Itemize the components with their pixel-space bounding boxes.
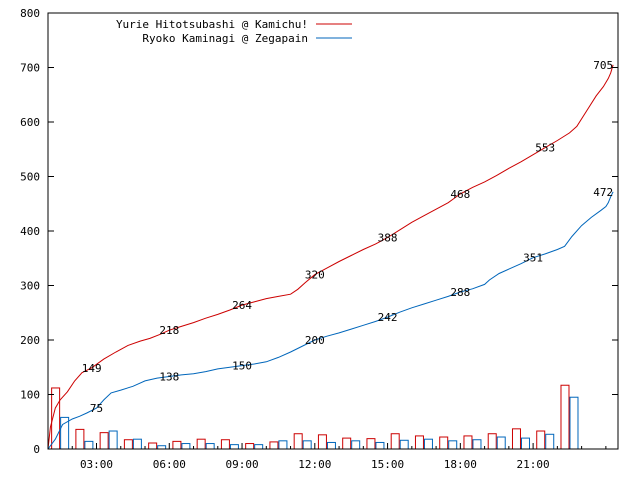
hourly-bar [439, 436, 449, 450]
hourly-bar [205, 443, 215, 450]
y-tick-label: 600 [20, 116, 40, 129]
hourly-bar [511, 428, 521, 450]
hourly-bar [148, 442, 158, 450]
hourly-bar [181, 443, 191, 450]
hourly-bar [423, 438, 433, 450]
series-line [47, 64, 614, 450]
y-tick-label: 0 [33, 443, 40, 456]
data-label: 264 [232, 299, 252, 312]
y-tick-label: 500 [20, 171, 40, 184]
data-label: 288 [450, 286, 470, 299]
hourly-bar [196, 438, 206, 450]
hourly-bar [399, 439, 409, 450]
legend-entry-label: Ryoko Kaminagi @ Zegapain [142, 32, 308, 45]
y-tick-label: 300 [20, 280, 40, 293]
x-tick-label: 21:00 [517, 458, 550, 471]
hourly-bar [375, 441, 385, 450]
hourly-bar [254, 444, 264, 450]
data-label: 705 [593, 59, 613, 72]
hourly-bar [390, 433, 400, 450]
hourly-bar [366, 438, 376, 450]
x-tick-label: 03:00 [80, 458, 113, 471]
legend: Yurie Hitotsubashi @ Kamichu!Ryoko Kamin… [116, 18, 352, 45]
data-label: 351 [523, 252, 543, 265]
cumulative-lines [47, 64, 614, 450]
y-tick-label: 400 [20, 225, 40, 238]
series-line [47, 191, 614, 450]
plot-frame [47, 12, 619, 450]
y-tick-label: 700 [20, 62, 40, 75]
hourly-bar [448, 440, 458, 450]
data-label: 149 [82, 362, 102, 375]
data-label: 472 [593, 186, 613, 199]
hourly-bar [269, 441, 279, 450]
data-label: 388 [378, 232, 398, 245]
x-axis: 03:00 06:00 09:00 12:00 15:00 18:00 21:00 [47, 443, 607, 471]
hourly-bar [229, 444, 239, 450]
data-label: 218 [159, 324, 179, 337]
hourly-bar [302, 440, 312, 450]
y-axis: 0 100 200 300 400 500 600 700 800 [20, 7, 618, 456]
hourly-bar [84, 440, 94, 450]
x-tick-label: 18:00 [444, 458, 477, 471]
hourly-bar [496, 436, 506, 450]
x-tick-label: 15:00 [371, 458, 404, 471]
hourly-bar [123, 439, 133, 450]
hourly-bar [99, 432, 109, 450]
data-label: 553 [535, 142, 555, 155]
hourly-bar [414, 435, 424, 450]
hourly-bar [75, 428, 85, 450]
data-label: 468 [450, 188, 470, 201]
hourly-bar [326, 441, 336, 450]
x-tick-label: 12:00 [298, 458, 331, 471]
hourly-bar [317, 434, 327, 450]
y-tick-label: 800 [20, 7, 40, 20]
data-label: 138 [159, 371, 179, 384]
hourly-bar [487, 433, 497, 450]
hourly-bar [245, 443, 255, 450]
hourly-bar [172, 440, 182, 450]
hourly-bar [536, 430, 546, 450]
hourly-bar [132, 438, 142, 450]
legend-entry-label: Yurie Hitotsubashi @ Kamichu! [116, 18, 308, 31]
x-tick-label: 06:00 [153, 458, 186, 471]
hourly-bar [220, 439, 230, 450]
data-label: 242 [378, 311, 398, 324]
hourly-bar [351, 440, 361, 450]
data-label: 150 [232, 360, 252, 373]
hourly-bar [520, 437, 530, 450]
hourly-bar [463, 435, 473, 450]
hourly-bar [545, 433, 555, 450]
value-annotations: 149 218 264 320 388 468 553 705 75 138 150 200 242 28… [82, 59, 613, 415]
hourly-bar [342, 437, 352, 450]
y-tick-label: 200 [20, 334, 40, 347]
hourly-bar [278, 440, 288, 450]
hourly-bar [108, 430, 118, 450]
hourly-bar [560, 384, 570, 450]
hourly-bar [472, 439, 482, 450]
data-label: 320 [305, 269, 325, 282]
y-tick-label: 100 [20, 389, 40, 402]
x-tick-label: 09:00 [225, 458, 258, 471]
data-label: 200 [305, 334, 325, 347]
hourly-bars [51, 384, 579, 450]
data-label: 75 [90, 402, 103, 415]
hourly-bar [293, 433, 303, 450]
hourly-bar [569, 396, 579, 450]
